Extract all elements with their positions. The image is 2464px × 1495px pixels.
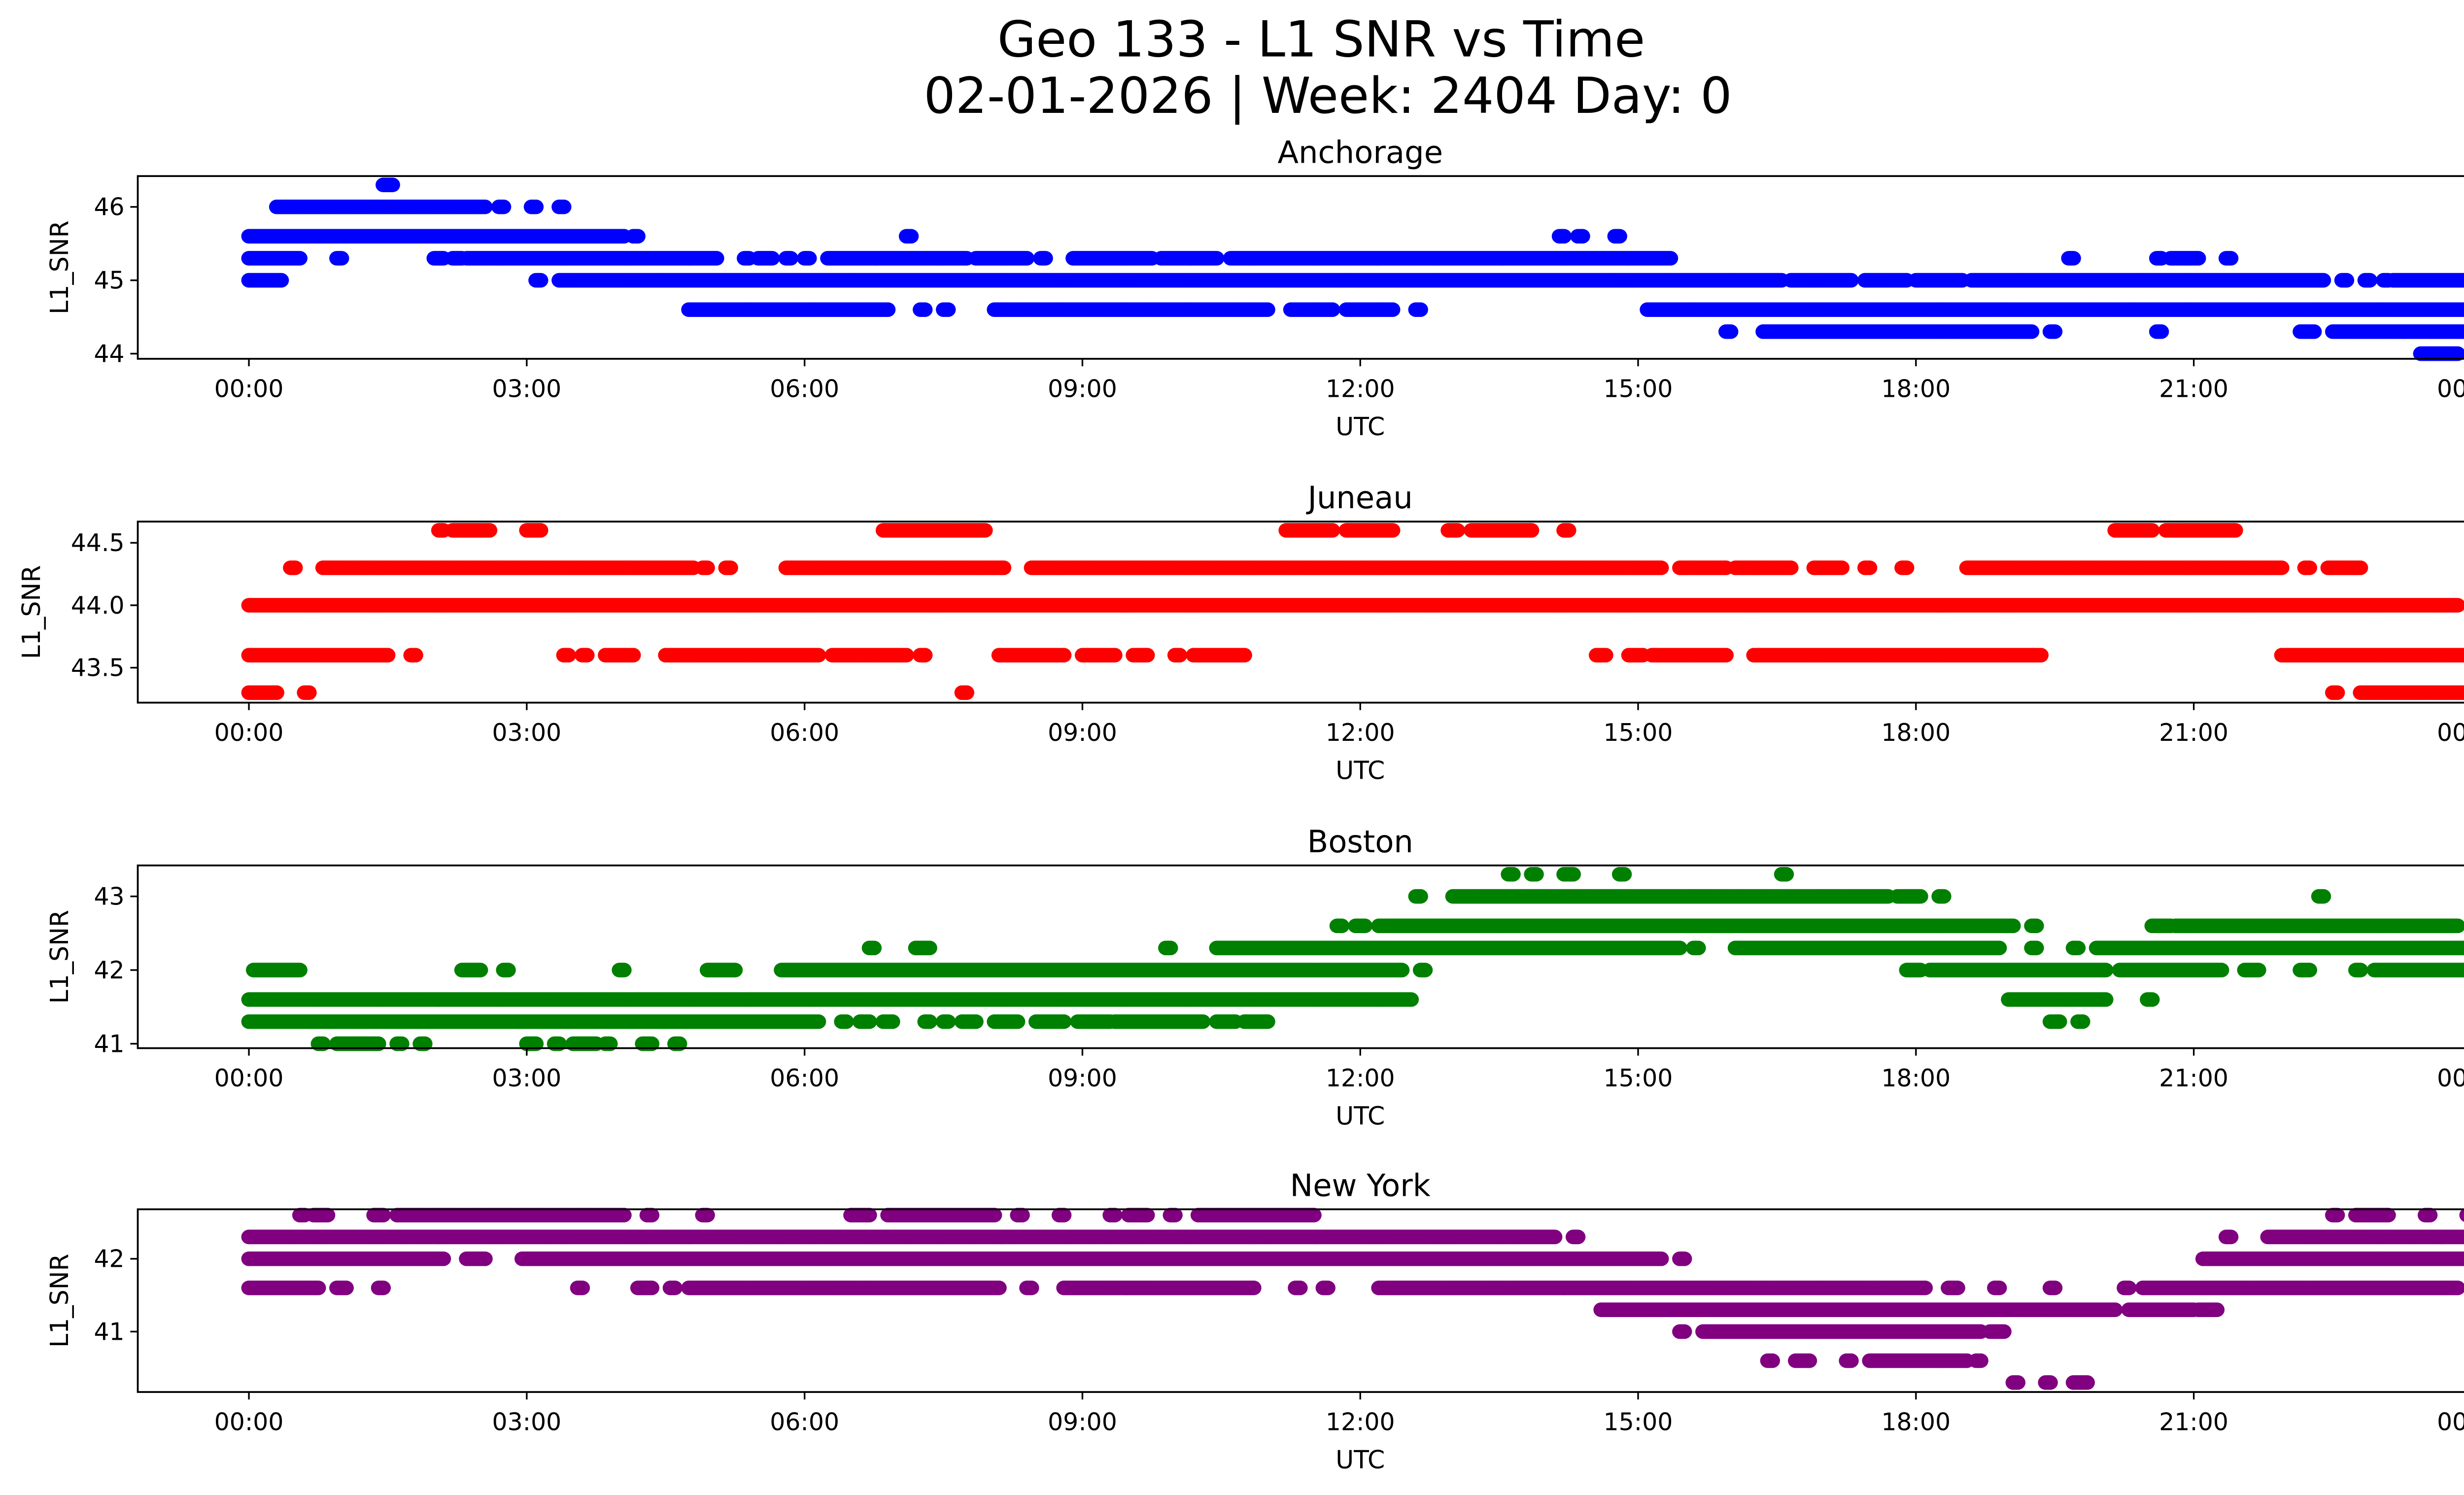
data-point <box>1561 523 1576 538</box>
data-point <box>630 229 646 244</box>
data-point <box>1385 523 1401 538</box>
data-point <box>496 199 512 214</box>
data-point <box>1524 523 1540 538</box>
chart-subtitle: 02-01-2026 | Week: 2404 Day: 0 <box>924 67 1732 125</box>
data-point <box>1450 523 1466 538</box>
data-point <box>482 523 498 538</box>
data-point <box>533 523 548 538</box>
data-point <box>1209 251 1225 266</box>
x-tick-label: 09:00 <box>1048 375 1117 403</box>
data-point <box>709 251 724 266</box>
data-point <box>2306 324 2322 339</box>
data-point <box>1862 560 1878 575</box>
data-point <box>2362 273 2378 288</box>
y-tick-label: 44 <box>94 340 124 368</box>
data-point <box>1653 560 1669 575</box>
data-point <box>528 199 544 214</box>
data-point <box>2065 251 2081 266</box>
data-point <box>1663 251 1678 266</box>
data-point <box>977 523 993 538</box>
chart-title: Geo 133 - L1 SNR vs Time <box>997 10 1645 69</box>
x-tick-label: 21:00 <box>2159 375 2228 403</box>
data-point <box>2047 324 2063 339</box>
data-point <box>1037 251 1053 266</box>
x-tick-label: 00:00 <box>214 375 284 403</box>
data-point <box>2190 251 2206 266</box>
x-tick-label: 06:00 <box>770 375 839 403</box>
data-point <box>2154 324 2169 339</box>
data-point <box>1385 302 1401 317</box>
data-point <box>2144 523 2160 538</box>
data-point <box>287 560 303 575</box>
data-point <box>940 302 956 317</box>
data-point <box>2024 324 2040 339</box>
data-point <box>1412 302 1428 317</box>
subplot-anchorage: Anchorage 44 45 46 00:00 03:00 06:00 09:00 12:00… <box>45 134 2464 441</box>
x-axis-label: UTC <box>1335 412 1385 441</box>
data-point <box>801 251 817 266</box>
x-tick-label: 15:00 <box>1604 375 1673 403</box>
data-point <box>556 199 572 214</box>
data-points <box>241 177 2464 361</box>
data-point <box>880 302 896 317</box>
x-tick-label: 03:00 <box>492 375 562 403</box>
data-point <box>1556 229 1572 244</box>
data-point <box>722 560 738 575</box>
subplot-title: Anchorage <box>1277 134 1443 170</box>
subplot-title: Juneau <box>1306 480 1413 516</box>
data-point <box>783 251 798 266</box>
data-point <box>477 199 493 214</box>
data-point <box>384 177 400 192</box>
data-point <box>996 560 1012 575</box>
data-point <box>292 251 308 266</box>
data-point <box>1019 251 1035 266</box>
data-point <box>1843 273 1859 288</box>
x-tick-label: 18:00 <box>1881 375 1951 403</box>
x-tick-label: 00:00 <box>2437 375 2464 403</box>
data-point <box>2339 273 2355 288</box>
data-point <box>2223 251 2239 266</box>
data-point <box>764 251 780 266</box>
data-point <box>1260 302 1275 317</box>
data-point <box>274 273 289 288</box>
data-point <box>917 302 933 317</box>
subplots: Anchorage 44 45 46 00:00 03:00 06:00 09:00 12:00… <box>17 134 2464 1474</box>
y-tick-label: 46 <box>94 193 124 221</box>
x-tick-label: 12:00 <box>1326 375 1395 403</box>
data-point <box>334 251 349 266</box>
data-point <box>1611 229 1627 244</box>
data-point <box>699 560 715 575</box>
data-point <box>1834 560 1850 575</box>
y-tick-label: 45 <box>94 266 124 294</box>
data-point <box>1325 302 1340 317</box>
y-axis-label: L1_SNR <box>45 220 74 314</box>
data-point <box>1723 324 1739 339</box>
data-point <box>2316 273 2331 288</box>
data-point <box>1325 523 1340 538</box>
data-point <box>533 273 548 288</box>
data-point <box>1783 560 1799 575</box>
data-point <box>1899 560 1915 575</box>
data-point <box>903 229 919 244</box>
data-point <box>2227 523 2243 538</box>
data-point <box>1574 229 1590 244</box>
